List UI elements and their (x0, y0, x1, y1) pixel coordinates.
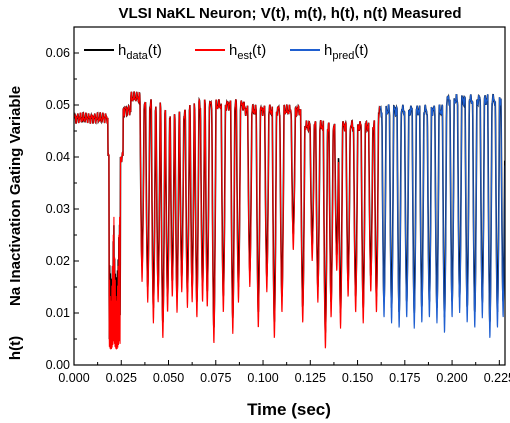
y-tick-label: 0.03 (46, 202, 70, 216)
y-tick-label: 0.06 (46, 46, 70, 60)
y-tick-label: 0.05 (46, 98, 70, 112)
plot-frame (73, 26, 506, 366)
legend: hdata(t) hest(t) hpred(t) (84, 42, 369, 62)
x-tick-label: 0.175 (389, 371, 420, 385)
x-tick-label: 0.000 (58, 371, 89, 385)
y-axis-short-label: h(t) (7, 336, 24, 360)
series-pred-line (379, 94, 505, 338)
x-axis-label: Time (sec) (247, 400, 331, 419)
x-tick-label: 0.125 (295, 371, 326, 385)
y-tick-label: 0.02 (46, 254, 70, 268)
y-tick-label: 0.00 (46, 358, 70, 372)
x-tick-label: 0.200 (436, 371, 467, 385)
plot-area (74, 91, 505, 350)
y-tick-label: 0.01 (46, 306, 70, 320)
x-axis-ticks: 0.000 0.025 0.050 0.075 0.100 0.125 0.150 0.175… (58, 360, 510, 385)
legend-label-data: hdata(t) (118, 42, 162, 62)
y-tick-label: 0.04 (46, 150, 70, 164)
x-tick-label: 0.150 (342, 371, 373, 385)
series-data-line (74, 91, 505, 344)
x-tick-label: 0.050 (153, 371, 184, 385)
x-tick-label: 0.225 (484, 371, 510, 385)
x-tick-label: 0.025 (106, 371, 137, 385)
chart-title: VLSI NaKL Neuron; V(t), m(t), h(t), n(t)… (118, 5, 461, 22)
x-tick-label: 0.100 (247, 371, 278, 385)
y-axis-ticks: 0.00 0.01 0.02 0.03 0.04 0.05 0.06 (46, 46, 79, 372)
series-est-line (74, 91, 381, 350)
x-tick-label: 0.075 (200, 371, 231, 385)
y-axis-label: Na Inactivation Gating Variable (7, 86, 24, 306)
legend-label-est: hest(t) (229, 42, 266, 62)
legend-label-pred: hpred(t) (324, 42, 369, 62)
